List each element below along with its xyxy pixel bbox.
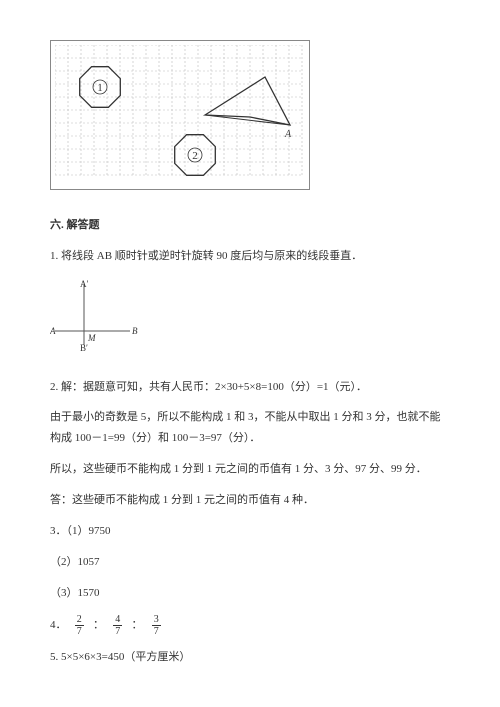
label-a-prime: A′ <box>80 279 88 289</box>
q4-sep-2: ： <box>125 615 149 636</box>
q4-frac-2-num: 4 <box>113 614 122 626</box>
svg-text:1: 1 <box>97 82 103 94</box>
q4-frac-1-den: 7 <box>75 626 84 637</box>
q2-line1: 2. 解：据题意可知，共有人民币：2×30+5×8=100（分）=1（元）． <box>50 377 450 398</box>
label-b: B <box>132 326 138 336</box>
q2-line3: 所以，这些硬币不能构成 1 分到 1 元之间的币值有 1 分、3 分、97 分、… <box>50 459 450 480</box>
section-title: 六. 解答题 <box>50 215 450 236</box>
svg-text:2: 2 <box>192 150 198 162</box>
octagon-1: 1 <box>80 67 121 108</box>
question-5: 5. 5×5×6×3=450（平方厘米） <box>50 647 450 668</box>
q4-frac-3: 3 7 <box>152 614 161 637</box>
q4-frac-1: 2 7 <box>75 614 84 637</box>
label-b-prime: B′ <box>80 343 88 351</box>
angle-figure: A′ A M B B′ <box>50 279 450 359</box>
q3-part3: （3）1570 <box>50 583 450 604</box>
question-4: 4． 2 7 ： 4 7 ： 3 7 <box>50 614 450 637</box>
q4-sep-1: ： <box>87 615 111 636</box>
q4-frac-3-num: 3 <box>152 614 161 626</box>
q4-frac-2: 4 7 <box>113 614 122 637</box>
label-m: M <box>87 333 96 343</box>
triangle-shape: A <box>205 77 292 140</box>
question-1: 1. 将线段 AB 顺时针或逆时针旋转 90 度后均与原来的线段垂直． <box>50 246 450 267</box>
q3-part2: （2）1057 <box>50 552 450 573</box>
q4-frac-1-num: 2 <box>75 614 84 626</box>
q4-frac-3-den: 7 <box>152 626 161 637</box>
q2-line2: 由于最小的奇数是 5，所以不能构成 1 和 3，不能从中取出 1 分和 3 分，… <box>50 407 450 449</box>
label-a: A <box>50 326 56 336</box>
grid-lines <box>55 45 302 175</box>
q4-prefix: 4． <box>50 619 67 631</box>
octagon-2: 2 <box>175 135 216 176</box>
grid-figure-frame: 1 2 A <box>50 40 310 190</box>
q2-line4: 答：这些硬币不能构成 1 分到 1 元之间的币值有 4 种． <box>50 490 450 511</box>
q3-part1: 3．（1）9750 <box>50 521 450 542</box>
q4-frac-2-den: 7 <box>113 626 122 637</box>
svg-text:A: A <box>284 129 292 140</box>
grid-figure-svg: 1 2 A <box>55 45 307 177</box>
